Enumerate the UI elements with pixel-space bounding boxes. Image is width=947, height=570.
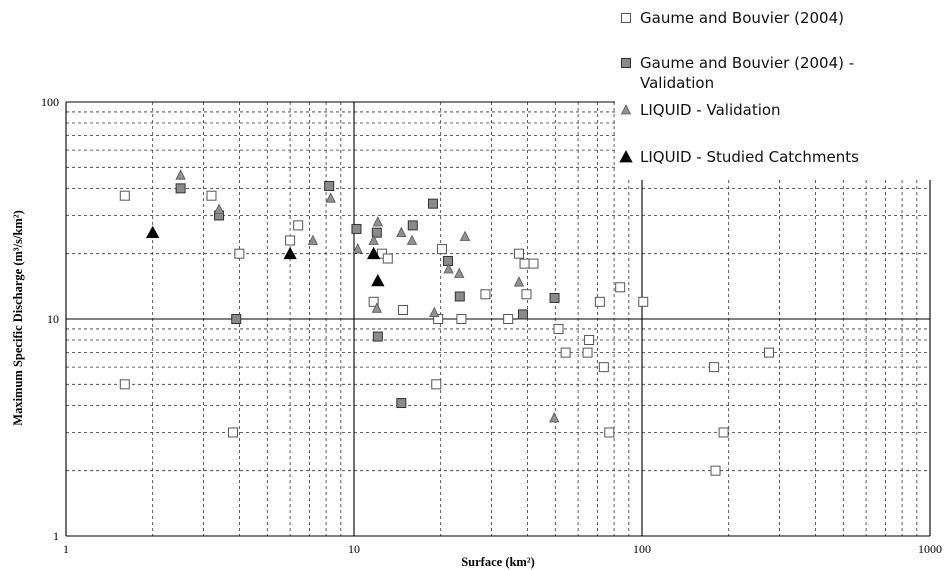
data-point-triangle [352,243,363,254]
legend-marker-filled-triangle [619,150,633,163]
data-point-open-square [582,347,593,358]
data-point-filled-square [442,256,453,267]
legend-marker-triangle [620,104,632,115]
data-point-open-square [528,258,539,269]
data-point-triangle [429,306,440,318]
data-point-open-square [519,258,530,269]
data-point-open-square [206,190,217,201]
data-point-filled-square [351,223,362,234]
data-point-filled-triangle [283,246,297,260]
data-point-open-square [227,427,238,438]
data-point-open-square [293,220,304,231]
legend-label-text: Gaume and Bouvier (2004) - [640,54,854,72]
legend-marker-filled-square [621,58,631,68]
data-points [119,169,774,476]
data-point-filled-triangle [146,225,160,239]
x-tick-label: 10 [348,542,360,556]
y-tick-label: 100 [41,95,59,109]
data-point-triangle [371,302,382,313]
data-point-triangle [213,203,225,214]
data-point-open-square [521,289,532,300]
legend: Gaume and Bouvier (2004) Gaume and Bouvi… [615,0,945,180]
x-tick-label: 100 [633,542,651,556]
y-tick-label: 10 [47,312,59,326]
data-point-open-square [436,244,447,255]
data-point-open-square [382,253,393,264]
data-point-filled-square [371,227,382,238]
data-point-open-square [718,427,729,438]
data-point-open-square [763,347,774,358]
data-point-triangle [175,169,186,180]
x-tick-label: 1000 [918,542,942,556]
data-point-open-square [368,296,379,307]
data-point-filled-square [372,331,383,342]
data-point-filled-square [517,309,528,320]
data-point-open-square [615,282,626,293]
data-point-triangle [513,276,525,287]
x-axis-title: Surface (km²) [461,555,535,569]
data-point-filled-triangle [366,246,381,260]
data-point-triangle [620,104,632,115]
data-point-filled-square [407,220,418,231]
data-point-triangle [454,267,465,278]
data-point-filled-square [231,314,242,324]
data-point-open-square [503,314,514,324]
data-point-triangle [459,230,471,241]
data-point-open-square [431,379,442,390]
data-point-open-square [513,248,524,259]
data-point-open-square [553,323,564,334]
data-point-open-square [285,235,296,246]
data-point-filled-triangle [619,150,633,163]
data-point-filled-triangle [371,273,385,287]
data-point-triangle [406,234,418,245]
legend-background [615,0,945,180]
legend-label: LIQUID - Validation [640,101,781,119]
data-point-open-square [456,314,467,324]
legend-label: Gaume and Bouvier (2004) - Validation [640,54,854,92]
data-point-open-square [604,427,615,438]
data-point-triangle [372,216,383,227]
data-point-filled-square [549,292,560,303]
data-point-open-square [119,190,130,201]
data-point-open-square [598,362,609,373]
data-point-filled-square [621,58,631,68]
data-point-open-square [234,248,245,259]
data-point-open-square [709,362,720,373]
legend-marker-open-square [621,13,631,23]
data-point-open-square [621,13,631,23]
data-point-open-square [480,289,491,300]
data-point-filled-square [427,198,438,209]
data-point-open-square [560,347,571,358]
data-point-open-square [710,465,721,476]
data-point-filled-square [324,181,335,192]
data-point-triangle [325,192,336,203]
data-point-filled-square [175,183,186,194]
legend-label: Gaume and Bouvier (2004) [640,9,844,27]
data-point-triangle [549,412,560,423]
data-point-triangle [368,234,379,245]
data-point-filled-square [454,291,465,302]
data-point-filled-square [396,398,407,409]
legend-label-text-line2: Validation [640,74,714,92]
x-tick-labels: 1 10 100 1000 [63,542,942,556]
x-tick-label: 1 [63,542,69,556]
data-point-triangle [396,226,407,238]
data-point-open-square [398,305,409,316]
y-tick-label: 1 [53,529,59,543]
data-point-open-square [594,296,605,307]
data-point-open-square [433,314,444,324]
data-point-open-square [638,296,649,307]
y-axis-title: Maximum Specific Discharge (m³/s/km²) [11,210,25,425]
data-point-open-square [584,335,595,346]
data-point-triangle [443,263,454,274]
data-point-open-square [119,379,130,390]
y-tick-labels: 1 10 100 [41,95,59,543]
data-point-triangle [307,234,319,245]
legend-label: LIQUID - Studied Catchments [640,148,859,166]
